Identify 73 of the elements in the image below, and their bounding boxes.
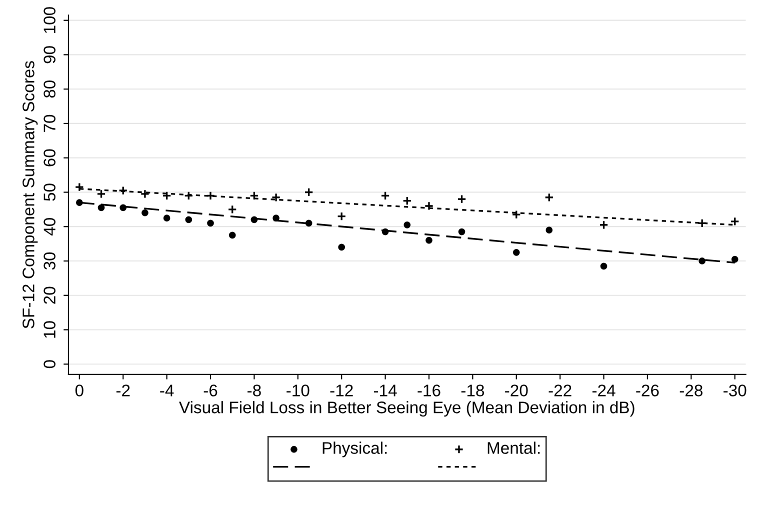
y-tick-label: 10 [44,321,56,338]
point [304,188,314,197]
point [380,191,390,200]
point [76,199,83,206]
y-tick-label: 20 [44,286,56,304]
y-tick-label: 40 [44,218,56,236]
point [120,204,127,212]
y-tick-label: 0 [44,360,56,368]
x-tick-label: -22 [548,384,572,396]
y-tick-label: 80 [44,80,56,98]
x-tick-label: -28 [680,384,702,396]
x-tick-label: 0 [75,384,84,396]
point [305,220,312,227]
x-tick-label: -6 [204,384,218,396]
point [228,232,236,239]
x-tick-label: -26 [636,384,659,396]
point [730,216,740,226]
x-tick-label: -24 [592,384,616,396]
point [544,192,554,202]
point [162,191,172,200]
point [250,191,259,200]
point [118,186,128,196]
x-tick-label: -2 [116,384,130,396]
point [546,226,553,234]
point [207,220,214,227]
point [96,189,106,199]
point [271,192,281,202]
x-tick-label: -8 [248,384,261,396]
point [228,204,237,214]
point [512,248,520,256]
point [250,216,258,224]
legend-label: Physical: [322,442,387,458]
legend-label: Mental: [488,442,540,454]
point [697,218,707,228]
point [163,214,170,222]
x-tick-label: -14 [374,384,397,396]
y-tick-label: 70 [44,114,56,132]
y-tick-label: 90 [44,46,56,64]
point [458,228,466,236]
x-axis-title: Visual Field Loss in Better Seeing Eye (Mean Deviation in dB) [179,401,634,417]
point [404,221,411,228]
x-tick-label: -16 [418,384,440,396]
point [599,220,608,230]
point [338,244,346,251]
point [185,216,192,224]
point [74,182,84,192]
point [206,191,216,200]
x-tick-label: -18 [461,384,484,396]
point [457,194,466,204]
point [142,209,148,216]
point [402,196,412,206]
x-tick-label: -12 [330,384,353,396]
point [382,228,389,236]
point [336,212,346,221]
point [512,210,522,220]
y-tick-label: 60 [44,149,56,166]
point [424,201,434,211]
y-tick-label: 30 [44,252,56,270]
point [184,191,194,200]
x-tick-label: -20 [505,384,528,396]
y-tick-label: 100 [44,7,56,33]
y-tick-label: 50 [44,184,56,201]
point [98,204,105,212]
x-tick-label: -10 [286,384,310,396]
point [140,189,150,199]
y-axis-title: SF-12 Component Summary Scores [22,61,38,328]
point [272,214,280,222]
x-tick-label: -30 [724,384,746,396]
point [600,262,608,270]
point [731,256,738,263]
point [698,258,706,264]
point [426,236,432,244]
x-tick-label: -4 [160,384,174,396]
